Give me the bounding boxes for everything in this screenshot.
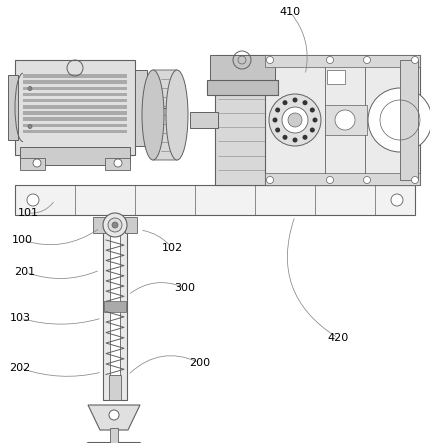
Bar: [215, 55, 269, 185]
Bar: [125, 217, 137, 233]
Bar: [105, 158, 130, 170]
Ellipse shape: [166, 70, 187, 160]
Circle shape: [28, 124, 32, 128]
Polygon shape: [153, 70, 177, 160]
Text: 300: 300: [174, 283, 195, 293]
Polygon shape: [88, 405, 140, 430]
Circle shape: [390, 194, 402, 206]
Text: 420: 420: [327, 333, 348, 343]
Circle shape: [266, 176, 273, 183]
Circle shape: [266, 57, 273, 63]
Text: 100: 100: [12, 235, 32, 245]
Text: 202: 202: [9, 363, 31, 373]
Circle shape: [334, 110, 354, 130]
Circle shape: [268, 94, 320, 146]
Bar: [23, 117, 127, 121]
Circle shape: [33, 159, 41, 167]
Circle shape: [312, 117, 317, 123]
Circle shape: [411, 176, 418, 183]
Circle shape: [302, 100, 307, 105]
Bar: [110, 428, 118, 443]
Bar: [23, 99, 127, 102]
Circle shape: [362, 57, 370, 63]
Ellipse shape: [141, 70, 164, 160]
Circle shape: [362, 176, 370, 183]
Circle shape: [309, 108, 314, 113]
Circle shape: [281, 107, 307, 133]
Bar: [23, 111, 127, 115]
Circle shape: [274, 108, 280, 113]
Text: 201: 201: [14, 267, 36, 277]
Circle shape: [282, 135, 287, 140]
Circle shape: [109, 410, 119, 420]
Bar: [20, 158, 45, 170]
Bar: [190, 112, 218, 128]
Circle shape: [282, 100, 287, 105]
Circle shape: [367, 88, 430, 152]
Bar: [23, 105, 127, 109]
Circle shape: [411, 57, 418, 63]
Circle shape: [103, 213, 127, 237]
Bar: [23, 93, 127, 96]
Circle shape: [292, 137, 297, 143]
Text: 103: 103: [9, 313, 31, 323]
Bar: [209, 55, 274, 85]
Bar: [23, 74, 127, 78]
Bar: [103, 230, 127, 400]
Circle shape: [302, 135, 307, 140]
Text: 200: 200: [189, 358, 210, 368]
Circle shape: [114, 159, 122, 167]
Bar: [206, 80, 277, 95]
Bar: [326, 70, 344, 84]
Bar: [399, 60, 417, 180]
Circle shape: [326, 57, 333, 63]
Bar: [324, 105, 366, 135]
Circle shape: [326, 176, 333, 183]
Circle shape: [112, 222, 118, 228]
Circle shape: [108, 218, 122, 232]
Bar: [135, 70, 147, 145]
Text: 410: 410: [279, 7, 300, 17]
Circle shape: [309, 128, 314, 132]
Circle shape: [274, 128, 280, 132]
Text: 101: 101: [18, 208, 38, 218]
Bar: [264, 55, 419, 67]
Circle shape: [292, 97, 297, 102]
Bar: [264, 55, 419, 185]
Bar: [20, 147, 130, 165]
Bar: [15, 185, 414, 215]
Circle shape: [287, 113, 301, 127]
Bar: [264, 173, 419, 185]
Bar: [110, 235, 120, 395]
Circle shape: [27, 194, 39, 206]
Bar: [104, 301, 126, 311]
Bar: [15, 60, 135, 155]
Bar: [93, 217, 105, 233]
Text: 102: 102: [161, 243, 182, 253]
Circle shape: [272, 117, 277, 123]
Bar: [8, 75, 18, 140]
Bar: [23, 81, 127, 84]
Bar: [23, 130, 127, 133]
Bar: [109, 374, 121, 400]
Bar: [23, 124, 127, 127]
Circle shape: [28, 86, 32, 90]
Bar: [23, 86, 127, 90]
